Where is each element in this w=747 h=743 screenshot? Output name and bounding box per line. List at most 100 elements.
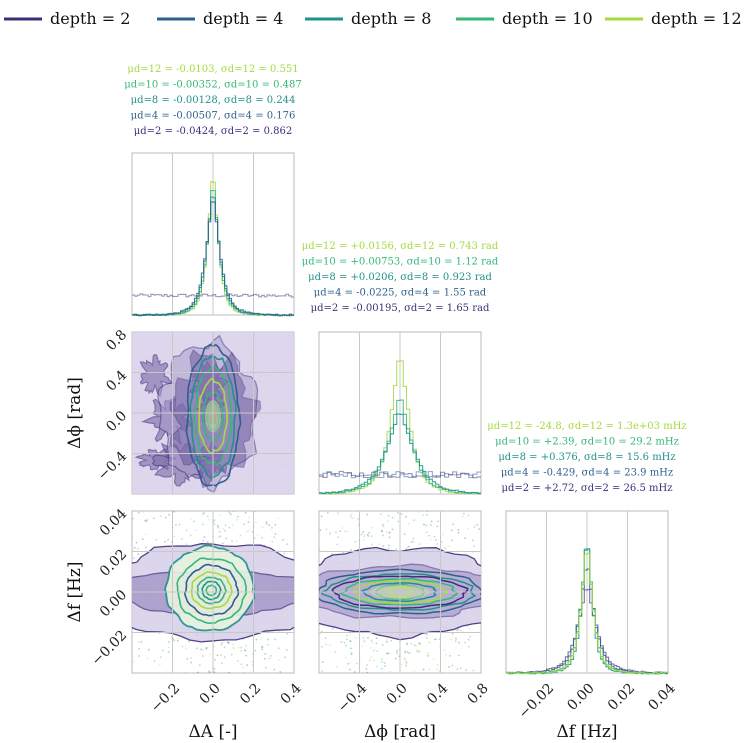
y-tick-label: 0.0 xyxy=(103,408,130,435)
scatter-point xyxy=(115,683,117,685)
scatter-point xyxy=(121,507,123,509)
scatter-point xyxy=(467,527,469,530)
scatter-point xyxy=(309,474,311,476)
scatter-point xyxy=(373,649,375,652)
scatter-point xyxy=(501,550,503,552)
scatter-point xyxy=(173,511,175,513)
stat-line-depth12: μd=12 = +0.0156, σd=12 = 0.743 rad xyxy=(302,241,499,252)
scatter-point xyxy=(366,513,368,516)
scatter-point xyxy=(334,651,336,654)
scatter-point xyxy=(224,529,226,532)
scatter-point xyxy=(450,529,453,532)
scatter-point xyxy=(383,662,386,664)
scatter-point xyxy=(381,644,384,646)
scatter-point xyxy=(245,530,248,533)
scatter-point xyxy=(99,508,101,510)
scatter-point xyxy=(416,650,419,653)
scatter-point xyxy=(297,534,299,536)
scatter-point xyxy=(355,662,358,665)
scatter-point xyxy=(283,680,285,682)
scatter-point xyxy=(159,515,162,517)
scatter-point xyxy=(483,639,485,641)
scatter-point xyxy=(386,638,389,641)
scatter-point xyxy=(124,436,126,438)
scatter-point xyxy=(284,656,286,659)
scatter-point xyxy=(413,644,416,647)
scatter-point xyxy=(145,504,147,506)
scatter-point xyxy=(244,649,246,651)
scatter-point xyxy=(137,512,140,514)
scatter-point xyxy=(478,528,480,530)
scatter-point xyxy=(304,668,306,670)
scatter-point xyxy=(217,495,219,497)
scatter-point xyxy=(162,329,164,331)
scatter-point xyxy=(363,640,366,642)
scatter-point xyxy=(158,504,160,506)
scatter-point xyxy=(304,576,306,578)
scatter-point xyxy=(159,656,162,658)
scatter-point xyxy=(299,515,301,517)
scatter-point xyxy=(422,523,425,526)
scatter-point xyxy=(127,588,129,590)
scatter-point xyxy=(313,673,315,675)
scatter-point xyxy=(426,511,429,513)
scatter-point xyxy=(344,530,346,533)
scatter-point xyxy=(334,690,336,692)
scatter-point xyxy=(298,719,300,721)
scatter-point xyxy=(490,587,492,589)
scatter-point xyxy=(307,526,309,528)
scatter-point xyxy=(423,686,425,688)
scatter-point xyxy=(380,667,383,670)
scatter-point xyxy=(225,537,228,540)
scatter-point xyxy=(373,659,375,662)
scatter-point xyxy=(425,531,428,534)
scatter-point xyxy=(123,582,125,584)
scatter-point xyxy=(198,664,201,666)
stats-f: μd=12 = -24.8, σd=12 = 1.3e+03 mHz μd=10 … xyxy=(487,421,686,494)
stats-phi: μd=12 = +0.0156, σd=12 = 0.743 rad μd=10 … xyxy=(302,241,499,314)
scatter-point xyxy=(493,602,495,604)
scatter-point xyxy=(91,248,93,250)
scatter-point xyxy=(307,641,309,643)
scatter-point xyxy=(405,664,407,666)
scatter-point xyxy=(344,680,346,682)
scatter-point xyxy=(464,641,466,644)
y-axis-label-f: Δf [Hz] xyxy=(65,561,85,622)
scatter-point xyxy=(168,650,171,653)
scatter-point xyxy=(221,507,223,509)
scatter-point xyxy=(423,523,425,526)
scatter-point xyxy=(146,657,149,660)
scatter-point xyxy=(428,668,431,671)
scatter-point xyxy=(375,681,377,683)
scatter-point xyxy=(321,661,324,663)
scatter-point xyxy=(96,377,98,379)
scatter-point xyxy=(397,512,399,514)
scatter-point xyxy=(458,641,460,644)
scatter-point xyxy=(117,477,119,479)
scatter-point xyxy=(434,497,436,499)
scatter-point xyxy=(133,500,135,502)
scatter-point xyxy=(312,635,314,637)
scatter-point xyxy=(431,507,433,509)
scatter-point xyxy=(337,690,339,692)
scatter-point xyxy=(367,498,369,500)
scatter-point xyxy=(261,648,264,651)
scatter-point xyxy=(273,668,276,671)
scatter-point xyxy=(118,355,120,357)
scatter-point xyxy=(475,524,478,527)
scatter-point xyxy=(404,659,407,662)
scatter-point xyxy=(280,678,282,680)
scatter-point xyxy=(309,600,311,602)
scatter-point xyxy=(305,495,307,497)
scatter-point xyxy=(360,533,363,536)
scatter-point xyxy=(130,504,132,506)
scatter-point xyxy=(283,677,285,679)
scatter-point xyxy=(241,674,243,676)
scatter-point xyxy=(432,498,434,500)
y-axis-label-phi: Δϕ [rad] xyxy=(65,377,85,449)
scatter-point xyxy=(339,685,341,687)
scatter-point xyxy=(247,529,250,532)
scatter-point xyxy=(273,732,275,734)
scatter-point xyxy=(296,415,298,417)
scatter-point xyxy=(156,328,158,330)
